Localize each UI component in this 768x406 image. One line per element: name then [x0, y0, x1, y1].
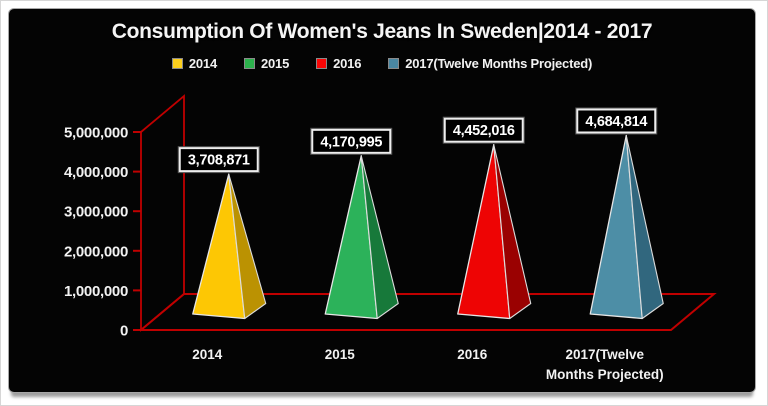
category-label: 2016 [457, 347, 488, 362]
legend-item-2017: 2017(Twelve Months Projected) [388, 56, 592, 71]
value-label: 4,452,016 [453, 123, 515, 139]
category-label: 2015 [325, 347, 356, 362]
legend-label: 2017(Twelve Months Projected) [405, 56, 593, 71]
pyramid-side-face-2016 [493, 144, 532, 320]
value-label-box [178, 147, 259, 173]
legend-label: 2016 [333, 56, 362, 71]
category-label: 2017(Twelve [565, 347, 644, 362]
y-tick-label: 3,000,000 [64, 204, 128, 221]
legend-swatch-icon [388, 58, 400, 69]
y-tick-label: 1,000,000 [64, 283, 128, 300]
chart-plot: 0 1,000,000 2,000,000 3,000,000 4,000,000 5,0… [64, 94, 717, 382]
y-tick-label: 4,000,000 [64, 164, 128, 181]
pyramid-side-face-2017 [625, 134, 664, 320]
value-label-box [576, 108, 657, 134]
value-label: 3,708,871 [188, 153, 250, 169]
y-tick-label: 0 [120, 323, 128, 340]
legend-swatch-icon [316, 58, 328, 69]
legend-item-2014: 2014 [171, 56, 217, 71]
y-tick-label: 2,000,000 [64, 243, 128, 260]
y-tick-label: 5,000,000 [64, 125, 128, 142]
legend-swatch-icon [244, 58, 255, 69]
pyramid-side-face-2014 [228, 173, 267, 320]
chart-title: Consumption Of Women's Jeans In Sweden|2… [111, 20, 653, 43]
legend-label: 2014 [188, 56, 217, 71]
category-label-line2: Months Projected) [546, 367, 664, 382]
value-label: 4,170,995 [320, 134, 382, 150]
chart-panel: 0 1,000,000 2,000,000 3,000,000 4,000,000 5,0… [8, 8, 756, 393]
category-label: 2014 [192, 347, 223, 362]
value-label-box [311, 128, 392, 154]
legend-label: 2015 [261, 56, 290, 71]
legend-swatch-icon [171, 58, 183, 69]
chart-legend: 2014 2015 2016 2017(Twelve Months Projected… [9, 56, 755, 71]
left-wall [140, 94, 185, 332]
legend-item-2016: 2016 [316, 56, 361, 71]
floor [138, 293, 717, 331]
value-label: 4,684,814 [585, 114, 647, 130]
legend-item-2015: 2015 [244, 56, 289, 71]
value-label-box [443, 117, 524, 143]
pyramid-side-face-2015 [360, 155, 399, 320]
